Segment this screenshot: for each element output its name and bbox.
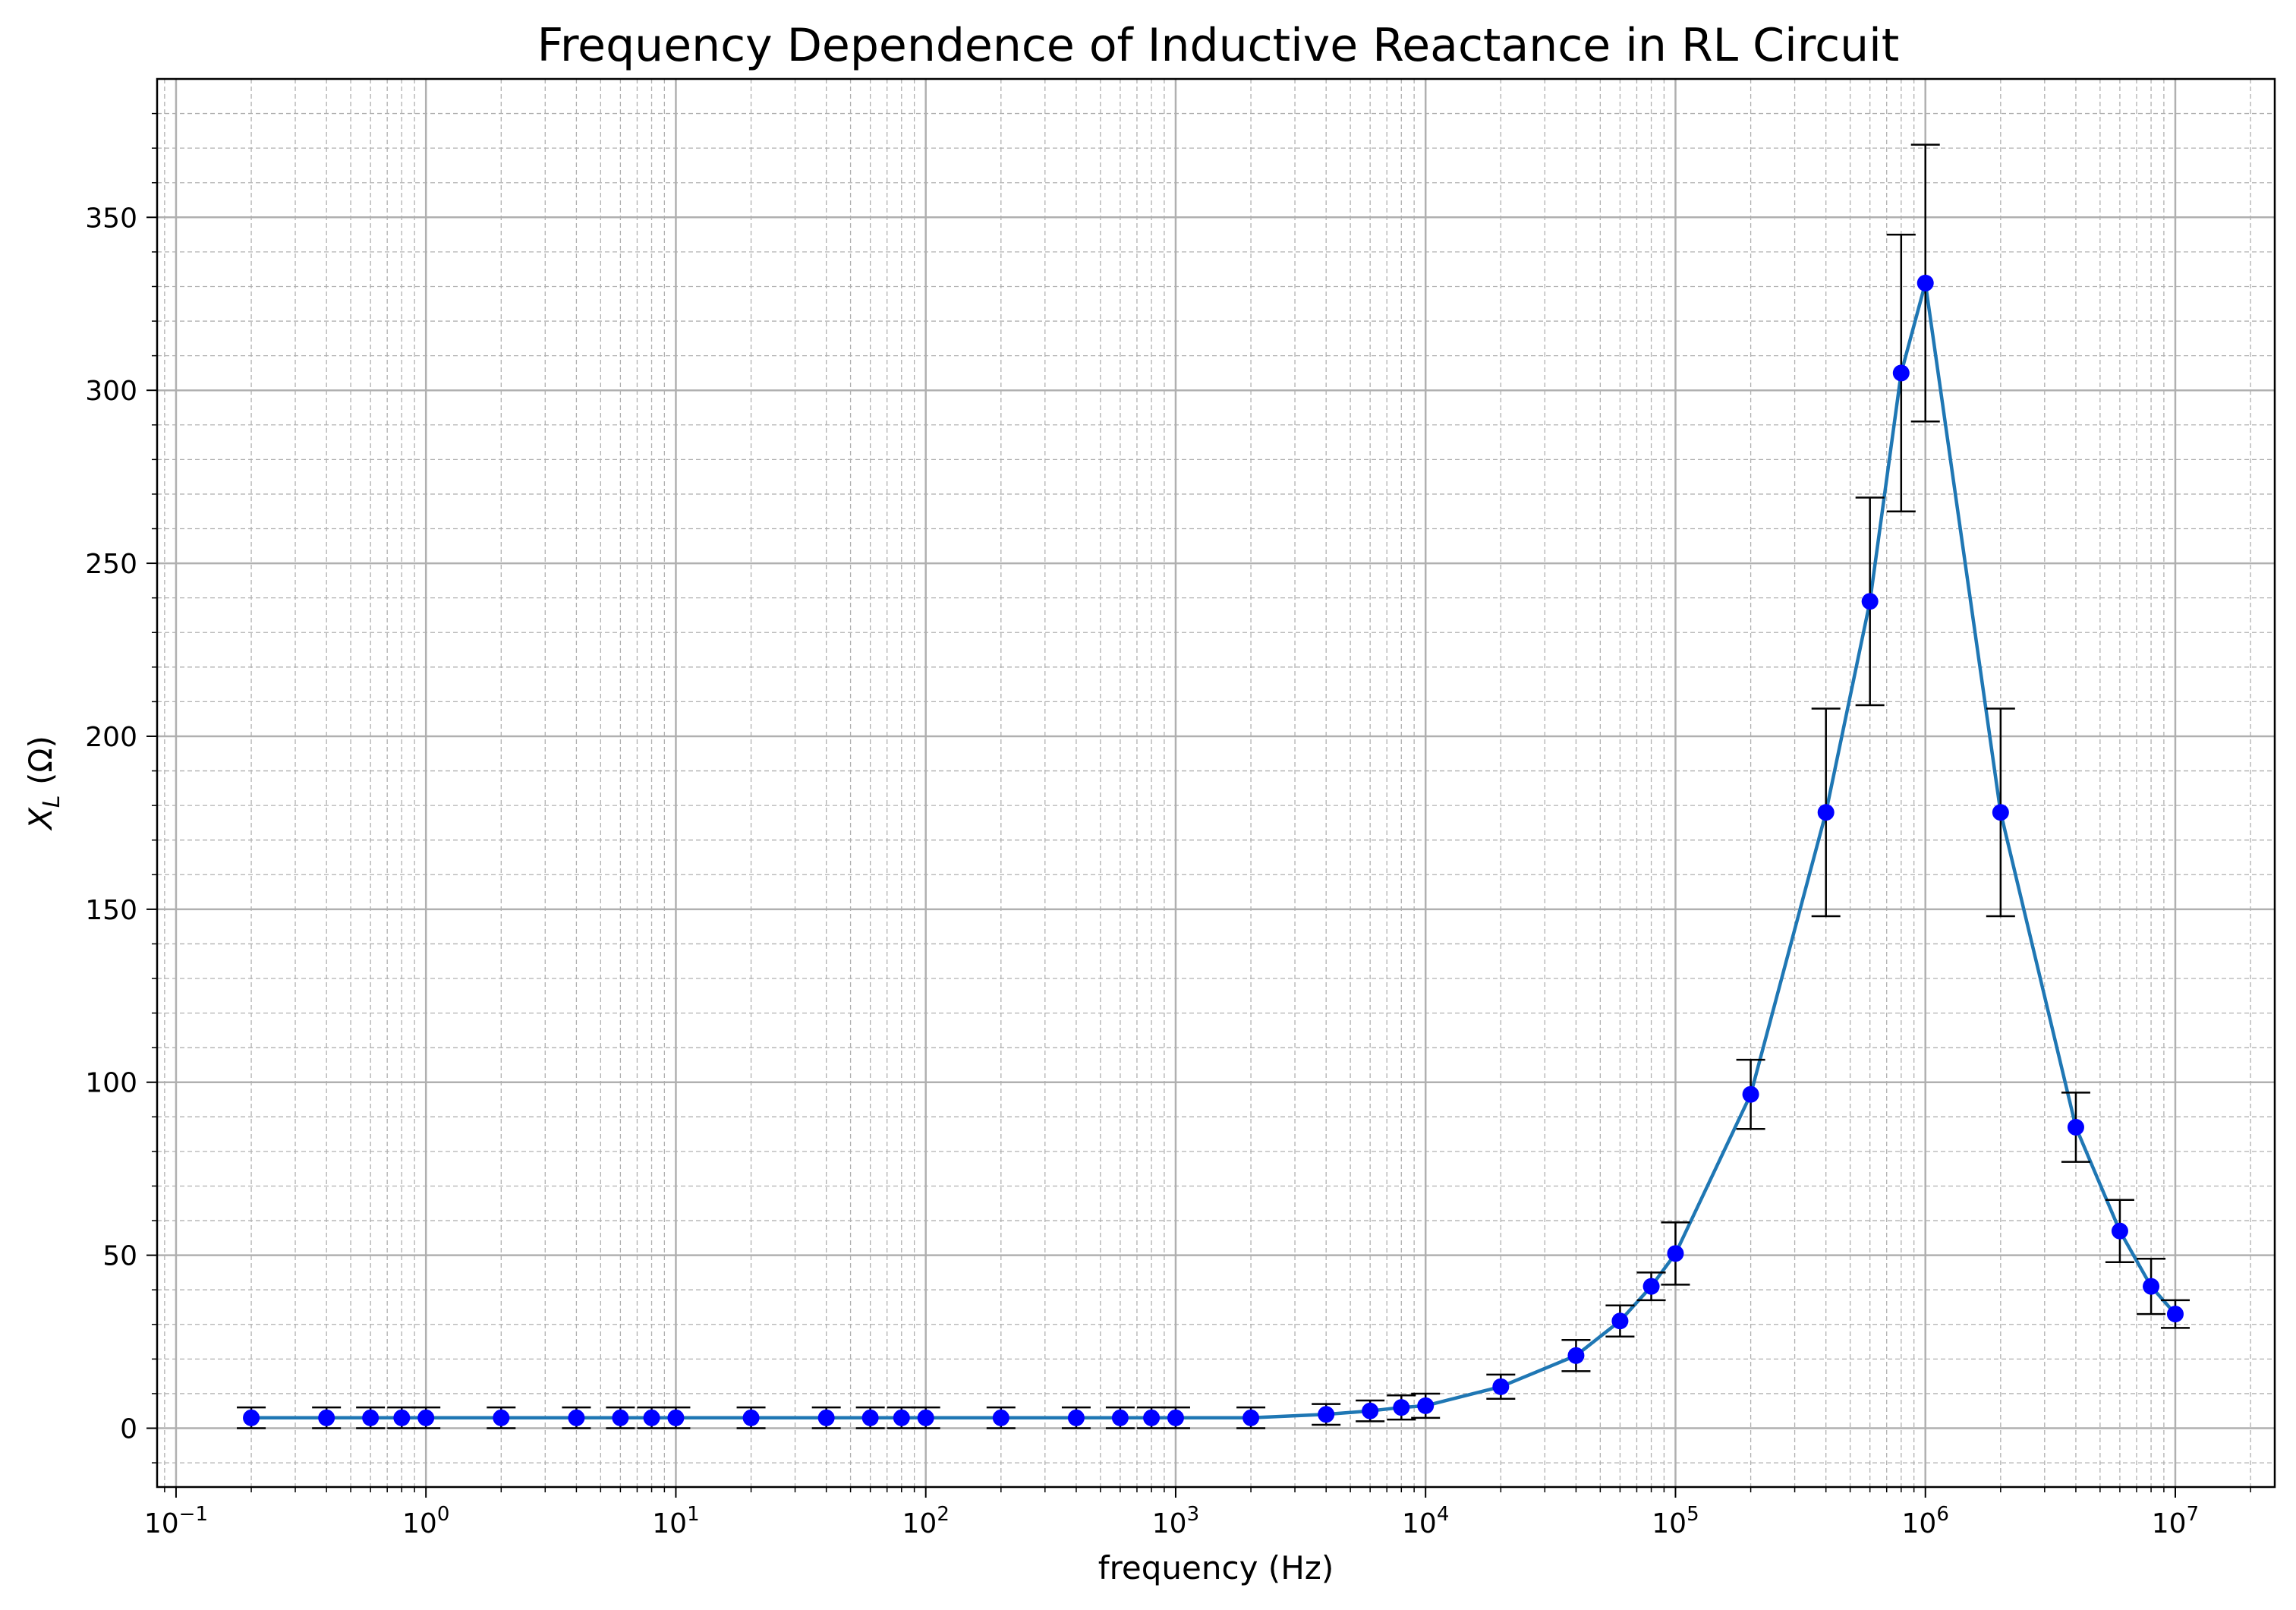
x-tick-label: 103 [1152,1503,1199,1539]
data-point [1861,593,1879,610]
data-point [817,1409,835,1426]
y-tick-label: 300 [85,376,137,407]
data-point [917,1409,934,1426]
data-point [1567,1347,1585,1364]
x-tick-base: 10 [1402,1508,1437,1539]
x-tick-labels: 10−1 100 101 102 103 104 105 106 107 [144,1503,2199,1539]
data-point [243,1409,260,1426]
y-axis-label-unit: (Ω) [22,736,59,795]
x-tick-base: 10 [902,1508,937,1539]
data-point [1167,1409,1184,1426]
data-point [1417,1397,1435,1414]
data-point [1492,1378,1510,1395]
data-point [742,1409,760,1426]
x-tick-label: 107 [2152,1503,2199,1539]
data-point [1992,804,2009,821]
y-tick-label: 350 [85,203,137,234]
data-point [2067,1118,2084,1136]
x-tick-exponent: 4 [1437,1503,1450,1526]
y-axis-label: XL (Ω) [22,736,65,831]
y-tick-label: 50 [102,1241,137,1272]
data-point [362,1409,380,1426]
minor-grid [157,79,2275,1487]
data-point [2111,1222,2128,1240]
x-tick-exponent: 5 [1687,1503,1699,1526]
x-tick-exponent: 1 [687,1503,700,1526]
data-point [1143,1409,1161,1426]
x-tick-base: 10 [144,1508,179,1539]
data-point [568,1409,585,1426]
x-tick-label: 104 [1402,1503,1449,1539]
data-point [2143,1278,2160,1295]
x-tick-base: 10 [1652,1508,1687,1539]
x-tick-label: 101 [652,1503,699,1539]
x-tick-label: 105 [1652,1503,1699,1539]
x-tick-base: 10 [1152,1508,1187,1539]
data-point [1916,274,1934,291]
data-point [1642,1278,1660,1295]
y-tick-label: 100 [85,1068,137,1099]
x-tick-label: 106 [1902,1503,1949,1539]
data-point [1362,1402,1379,1419]
data-point [612,1409,629,1426]
y-tick-label: 150 [85,895,137,926]
x-tick-exponent: 0 [437,1503,450,1526]
y-tick-labels: 0 50 100 150 200 250 300 350 [85,203,137,1445]
axis-ticks [146,112,2251,1498]
y-tick-label: 200 [85,722,137,753]
data-point [1242,1409,1260,1426]
data-point [1742,1085,1759,1103]
x-tick-base: 10 [1902,1508,1937,1539]
data-point [1111,1409,1129,1426]
data-point [1318,1406,1335,1423]
data-point [893,1409,910,1426]
data-point [667,1409,685,1426]
data-point [861,1409,879,1426]
y-tick-label: 0 [120,1414,137,1445]
data-point [643,1409,660,1426]
series-line-group [251,281,2177,1420]
x-tick-base: 10 [652,1508,687,1539]
data-point [318,1409,335,1426]
data-point [493,1409,510,1426]
data-point [417,1409,435,1426]
x-tick-label: 100 [402,1503,449,1539]
x-tick-exponent: 3 [1187,1503,1200,1526]
series-line [251,281,2177,1420]
data-point [1611,1312,1629,1330]
x-tick-exponent: 7 [2187,1503,2200,1526]
data-point [1667,1245,1684,1262]
data-point [1817,804,1835,821]
data-point [992,1409,1009,1426]
x-tick-exponent: 6 [1936,1503,1949,1526]
x-tick-exponent: 2 [937,1503,950,1526]
x-tick-exponent: −1 [179,1503,208,1526]
y-axis-label-sub: L [39,795,65,808]
data-point [1393,1399,1410,1416]
data-point [393,1409,411,1426]
markers-group [243,274,2184,1426]
x-tick-label: 102 [902,1503,950,1539]
chart-title: Frequency Dependence of Inductive Reacta… [537,19,1900,72]
data-point [1892,364,1910,382]
data-point [1067,1409,1085,1426]
x-axis-label: frequency (Hz) [1098,1549,1334,1586]
x-tick-label: 10−1 [144,1503,208,1539]
y-axis-label-main: X [22,807,59,831]
y-tick-label: 250 [85,549,137,580]
x-tick-base: 10 [402,1508,437,1539]
data-point [2166,1306,2184,1323]
x-tick-base: 10 [2152,1508,2187,1539]
plot-frame [156,77,2276,1489]
